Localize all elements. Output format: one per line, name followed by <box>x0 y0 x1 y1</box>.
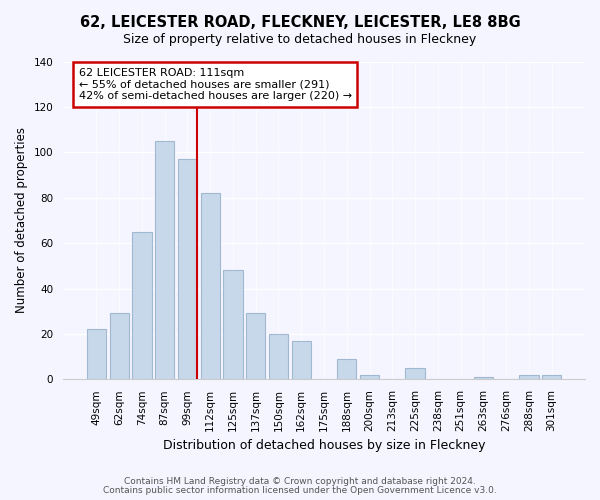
Bar <box>519 375 539 380</box>
Text: 62, LEICESTER ROAD, FLECKNEY, LEICESTER, LE8 8BG: 62, LEICESTER ROAD, FLECKNEY, LEICESTER,… <box>80 15 520 30</box>
Text: Contains public sector information licensed under the Open Government Licence v3: Contains public sector information licen… <box>103 486 497 495</box>
Bar <box>155 141 175 380</box>
Bar <box>110 314 129 380</box>
Bar <box>360 375 379 380</box>
Bar <box>246 314 265 380</box>
Text: 62 LEICESTER ROAD: 111sqm
← 55% of detached houses are smaller (291)
42% of semi: 62 LEICESTER ROAD: 111sqm ← 55% of detac… <box>79 68 352 101</box>
Bar <box>337 359 356 380</box>
Bar <box>200 193 220 380</box>
Bar <box>87 330 106 380</box>
Bar <box>406 368 425 380</box>
X-axis label: Distribution of detached houses by size in Fleckney: Distribution of detached houses by size … <box>163 440 485 452</box>
Bar <box>292 340 311 380</box>
Bar <box>132 232 152 380</box>
Bar <box>223 270 242 380</box>
Bar <box>269 334 288 380</box>
Bar <box>542 375 561 380</box>
Text: Contains HM Land Registry data © Crown copyright and database right 2024.: Contains HM Land Registry data © Crown c… <box>124 477 476 486</box>
Bar <box>178 159 197 380</box>
Text: Size of property relative to detached houses in Fleckney: Size of property relative to detached ho… <box>124 32 476 46</box>
Y-axis label: Number of detached properties: Number of detached properties <box>15 128 28 314</box>
Bar <box>473 377 493 380</box>
